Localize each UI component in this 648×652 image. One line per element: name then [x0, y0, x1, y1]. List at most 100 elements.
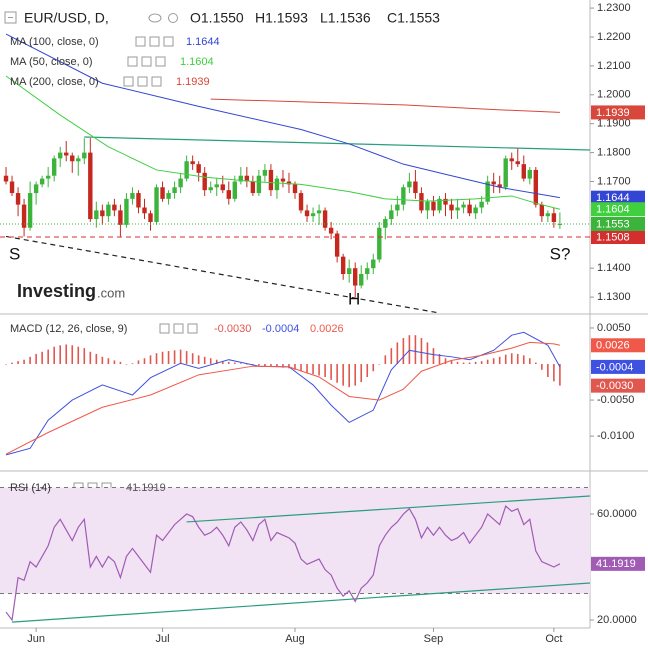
candle-body [503, 158, 508, 188]
histogram-bar [149, 355, 152, 365]
histogram-bar [59, 345, 62, 365]
price-badge [591, 190, 645, 205]
price-badge [591, 359, 645, 374]
y-tick-label: 60.0000 [597, 508, 637, 520]
histogram-bar [535, 362, 537, 365]
histogram-bar [384, 355, 387, 365]
price-badge-label: 1.1644 [596, 192, 630, 204]
candle-body [389, 210, 394, 220]
histogram-bar [468, 362, 471, 365]
legend-value: 0.0026 [310, 323, 344, 335]
histogram-bar [390, 348, 393, 365]
histogram-bar [408, 335, 411, 365]
candle-body [539, 204, 545, 217]
candle-body [3, 175, 9, 182]
histogram-bar [17, 361, 19, 365]
legend-label: MA (200, close, 0) [10, 76, 99, 88]
candle-body [112, 204, 117, 211]
candle-body [202, 172, 207, 191]
price-badge [591, 378, 645, 393]
quote-close: C1.1553 [387, 10, 440, 26]
candle-body [286, 181, 292, 185]
histogram-bar [516, 353, 519, 365]
price-badge [591, 556, 645, 571]
histogram-bar [197, 355, 200, 365]
legend-value: -0.0004 [262, 323, 299, 335]
candle-body [88, 152, 93, 220]
histogram-bar [282, 364, 284, 368]
candle-body [15, 193, 21, 205]
histogram-bar [312, 364, 314, 375]
candle-body [172, 187, 177, 194]
ma-line [5, 75, 561, 210]
candle-body [419, 193, 424, 211]
histogram-bar [179, 349, 182, 365]
histogram-bar [330, 364, 332, 380]
histogram-bar [215, 359, 218, 365]
y-tick-label: 1.1400 [597, 262, 631, 274]
candle-body [437, 198, 442, 211]
candle-body [94, 210, 99, 220]
candle-body [100, 210, 105, 217]
histogram-bar [420, 338, 423, 365]
candle-body [557, 223, 563, 225]
histogram-bar [300, 364, 302, 372]
candle-body [118, 210, 123, 225]
candle-body [521, 164, 526, 179]
candle-body [51, 158, 57, 176]
histogram-bar [360, 364, 363, 383]
histogram-bar [71, 345, 74, 365]
histogram-bar [209, 358, 212, 365]
header-icons[interactable] [148, 13, 178, 23]
candle-body [45, 175, 51, 179]
x-tick-label: Sep [424, 633, 444, 645]
histogram-bar [318, 364, 320, 376]
x-tick-label: Jul [156, 633, 170, 645]
candle-body [178, 178, 183, 188]
histogram-bar [47, 349, 49, 365]
histogram-bar [101, 356, 104, 365]
candle-body [166, 193, 171, 199]
legend-label: MACD (12, 26, close, 9) [10, 323, 127, 335]
y-tick-label: 1.2200 [597, 31, 631, 43]
candle-body [58, 152, 63, 159]
histogram-bar [306, 364, 308, 373]
collapse-icon[interactable] [4, 11, 17, 24]
y-tick-label: 20.0000 [597, 614, 637, 626]
y-tick-label: 0.0050 [597, 322, 631, 334]
candle-body [280, 178, 286, 182]
y-tick-label: 1.2300 [597, 2, 631, 14]
legend-value: 1.1604 [180, 56, 214, 68]
candle-body [425, 201, 430, 211]
candle-body [64, 152, 69, 156]
histogram-bar [119, 361, 122, 365]
candle-body [256, 175, 262, 194]
histogram-bar [342, 364, 344, 386]
histogram-bar [492, 358, 495, 365]
histogram-bar [95, 353, 98, 365]
trend-line [84, 136, 590, 151]
histogram-bar [456, 361, 459, 365]
y-tick-label: 1.1900 [597, 118, 631, 130]
price-badge-label: 1.1604 [596, 204, 630, 216]
candle-body [220, 184, 225, 191]
candle-body [9, 181, 15, 194]
histogram-bar [547, 364, 549, 377]
histogram-bar [203, 356, 206, 365]
symbol: EUR/USD, D, [24, 10, 109, 26]
candle-body [461, 204, 466, 208]
histogram-bar [528, 358, 531, 365]
candle-body [509, 158, 514, 162]
candle-body [244, 175, 250, 182]
histogram-bar [155, 353, 158, 365]
histogram-bar [5, 364, 7, 365]
candle-body [292, 184, 298, 194]
candle-body [365, 268, 370, 274]
candle-body [473, 207, 478, 214]
candle-body [136, 193, 141, 208]
price-badge [591, 229, 645, 244]
candle-body [142, 207, 147, 214]
candle-body [190, 161, 195, 165]
price-badge-label: 0.0026 [596, 340, 630, 352]
histogram-bar [270, 364, 272, 367]
